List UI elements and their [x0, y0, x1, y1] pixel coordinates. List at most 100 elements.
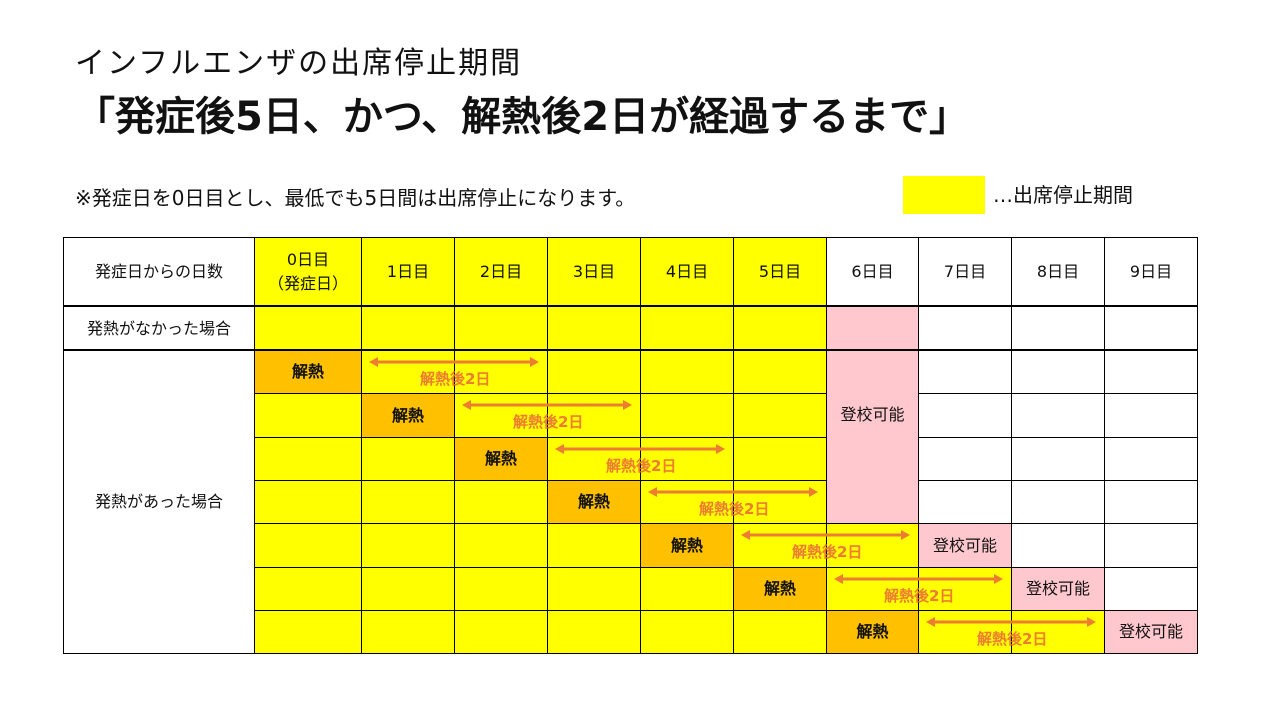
- fever-row-5-day-2: [454, 567, 548, 611]
- fever-row-3-day-7: [918, 480, 1012, 524]
- arrow-label: 解熱後2日: [977, 630, 1048, 648]
- fever-row-1-day-5: [733, 393, 827, 438]
- can-attend-cell: 登校可能: [918, 523, 1012, 568]
- fever-reduced-cell: 解熱: [547, 480, 641, 524]
- fever-row-6-day-4: [640, 610, 734, 654]
- fever-row-4-day-8: [1011, 523, 1105, 568]
- header-day-7: 7日目: [918, 237, 1012, 307]
- fever-row-0-day-5: [733, 350, 827, 394]
- fever-row-2-day-9: [1104, 437, 1198, 481]
- double-arrow-icon: [834, 574, 1003, 584]
- double-arrow-icon: [741, 530, 910, 540]
- header-corner: 発症日からの日数: [63, 237, 255, 307]
- fever-row-4-day-2: [454, 523, 548, 568]
- no-fever-day-4: [640, 306, 734, 351]
- no-fever-day-9: [1104, 306, 1198, 351]
- fever-row-4-day-3: [547, 523, 641, 568]
- header-day-6: 6日目: [826, 237, 919, 307]
- fever-row-0-day-8: [1011, 350, 1105, 394]
- arrow-label: 解熱後2日: [699, 500, 770, 518]
- table-separator: [63, 349, 1198, 351]
- fever-row-0-day-3: [547, 350, 641, 394]
- fever-reduced-cell: 解熱: [733, 567, 827, 611]
- fever-row-3-day-9: [1104, 480, 1198, 524]
- can-attend-cell: 登校可能: [1011, 567, 1105, 611]
- fever-row-1-day-9: [1104, 393, 1198, 438]
- fever-row-0-day-9: [1104, 350, 1198, 394]
- fever-row-2-day-8: [1011, 437, 1105, 481]
- fever-row-6-day-5: [733, 610, 827, 654]
- fever-reduced-cell: 解熱: [826, 610, 919, 654]
- fever-row-2-day-1: [361, 437, 455, 481]
- header-day-0: 0日目 （発症日）: [254, 237, 362, 307]
- no-fever-day-2: [454, 306, 548, 351]
- fever-row-4-day-0: [254, 523, 362, 568]
- fever-row-1-day-8: [1011, 393, 1105, 438]
- title-subtitle: インフルエンザの出席停止期間: [75, 46, 523, 81]
- legend-label: …出席停止期間: [993, 183, 1133, 207]
- fever-row-0-day-4: [640, 350, 734, 394]
- footnote: ※発症日を0日目とし、最低でも5日間は出席停止になります。: [75, 186, 636, 210]
- fever-row-2-day-5: [733, 437, 827, 481]
- double-arrow-icon: [555, 444, 725, 454]
- double-arrow-icon: [926, 617, 1096, 627]
- fever-row-5-day-4: [640, 567, 734, 611]
- can-attend-cell: 登校可能: [826, 306, 919, 524]
- fever-row-6-day-0: [254, 610, 362, 654]
- header-day-8: 8日目: [1011, 237, 1105, 307]
- fever-row-0-day-7: [918, 350, 1012, 394]
- table-separator: [63, 305, 1198, 307]
- legend-swatch: [903, 176, 985, 214]
- fever-row-5-day-0: [254, 567, 362, 611]
- fever-row-1-day-7: [918, 393, 1012, 438]
- fever-row-3-day-2: [454, 480, 548, 524]
- no-fever-day-0: [254, 306, 362, 351]
- arrow-label: 解熱後2日: [792, 543, 863, 561]
- fever-row-3-day-0: [254, 480, 362, 524]
- fever-row-2-day-0: [254, 437, 362, 481]
- arrow-label: 解熱後2日: [606, 457, 677, 475]
- fever-row-5-day-7: [918, 567, 1012, 611]
- arrow-label: 解熱後2日: [884, 587, 955, 605]
- fever-row-6-day-1: [361, 610, 455, 654]
- fever-row-5-day-6: [826, 567, 919, 611]
- fever-row-3-day-8: [1011, 480, 1105, 524]
- fever-row-6-day-7: [918, 610, 1012, 654]
- row-label-no-fever: 発熱がなかった場合: [63, 306, 255, 351]
- header-day-9: 9日目: [1104, 237, 1198, 307]
- header-day-5: 5日目: [733, 237, 827, 307]
- header-day-2: 2日目: [454, 237, 548, 307]
- header-day-3: 3日目: [547, 237, 641, 307]
- fever-reduced-cell: 解熱: [254, 350, 362, 394]
- fever-reduced-cell: 解熱: [454, 437, 548, 481]
- fever-row-3-day-1: [361, 480, 455, 524]
- fever-row-6-day-3: [547, 610, 641, 654]
- no-fever-day-3: [547, 306, 641, 351]
- no-fever-day-5: [733, 306, 827, 351]
- header-day-1: 1日目: [361, 237, 455, 307]
- fever-row-5-day-3: [547, 567, 641, 611]
- double-arrow-icon: [648, 487, 818, 497]
- fever-row-1-day-0: [254, 393, 362, 438]
- fever-row-5-day-1: [361, 567, 455, 611]
- row-label-fever: 発熱があった場合: [63, 350, 255, 654]
- fever-row-1-day-4: [640, 393, 734, 438]
- fever-row-1-day-2: [454, 393, 548, 438]
- fever-reduced-cell: 解熱: [361, 393, 455, 438]
- no-fever-day-1: [361, 306, 455, 351]
- no-fever-day-7: [918, 306, 1012, 351]
- title-main: 「発症後5日、かつ、解熱後2日が経過するまで」: [75, 94, 970, 140]
- double-arrow-icon: [462, 400, 632, 410]
- no-fever-day-8: [1011, 306, 1105, 351]
- fever-row-4-day-1: [361, 523, 455, 568]
- fever-reduced-cell: 解熱: [640, 523, 734, 568]
- fever-row-1-day-3: [547, 393, 641, 438]
- arrow-label: 解熱後2日: [420, 370, 491, 388]
- fever-row-6-day-8: [1011, 610, 1105, 654]
- arrow-label: 解熱後2日: [513, 413, 584, 431]
- double-arrow-icon: [369, 357, 539, 367]
- fever-row-2-day-4: [640, 437, 734, 481]
- can-attend-cell: 登校可能: [1104, 610, 1198, 654]
- fever-row-6-day-2: [454, 610, 548, 654]
